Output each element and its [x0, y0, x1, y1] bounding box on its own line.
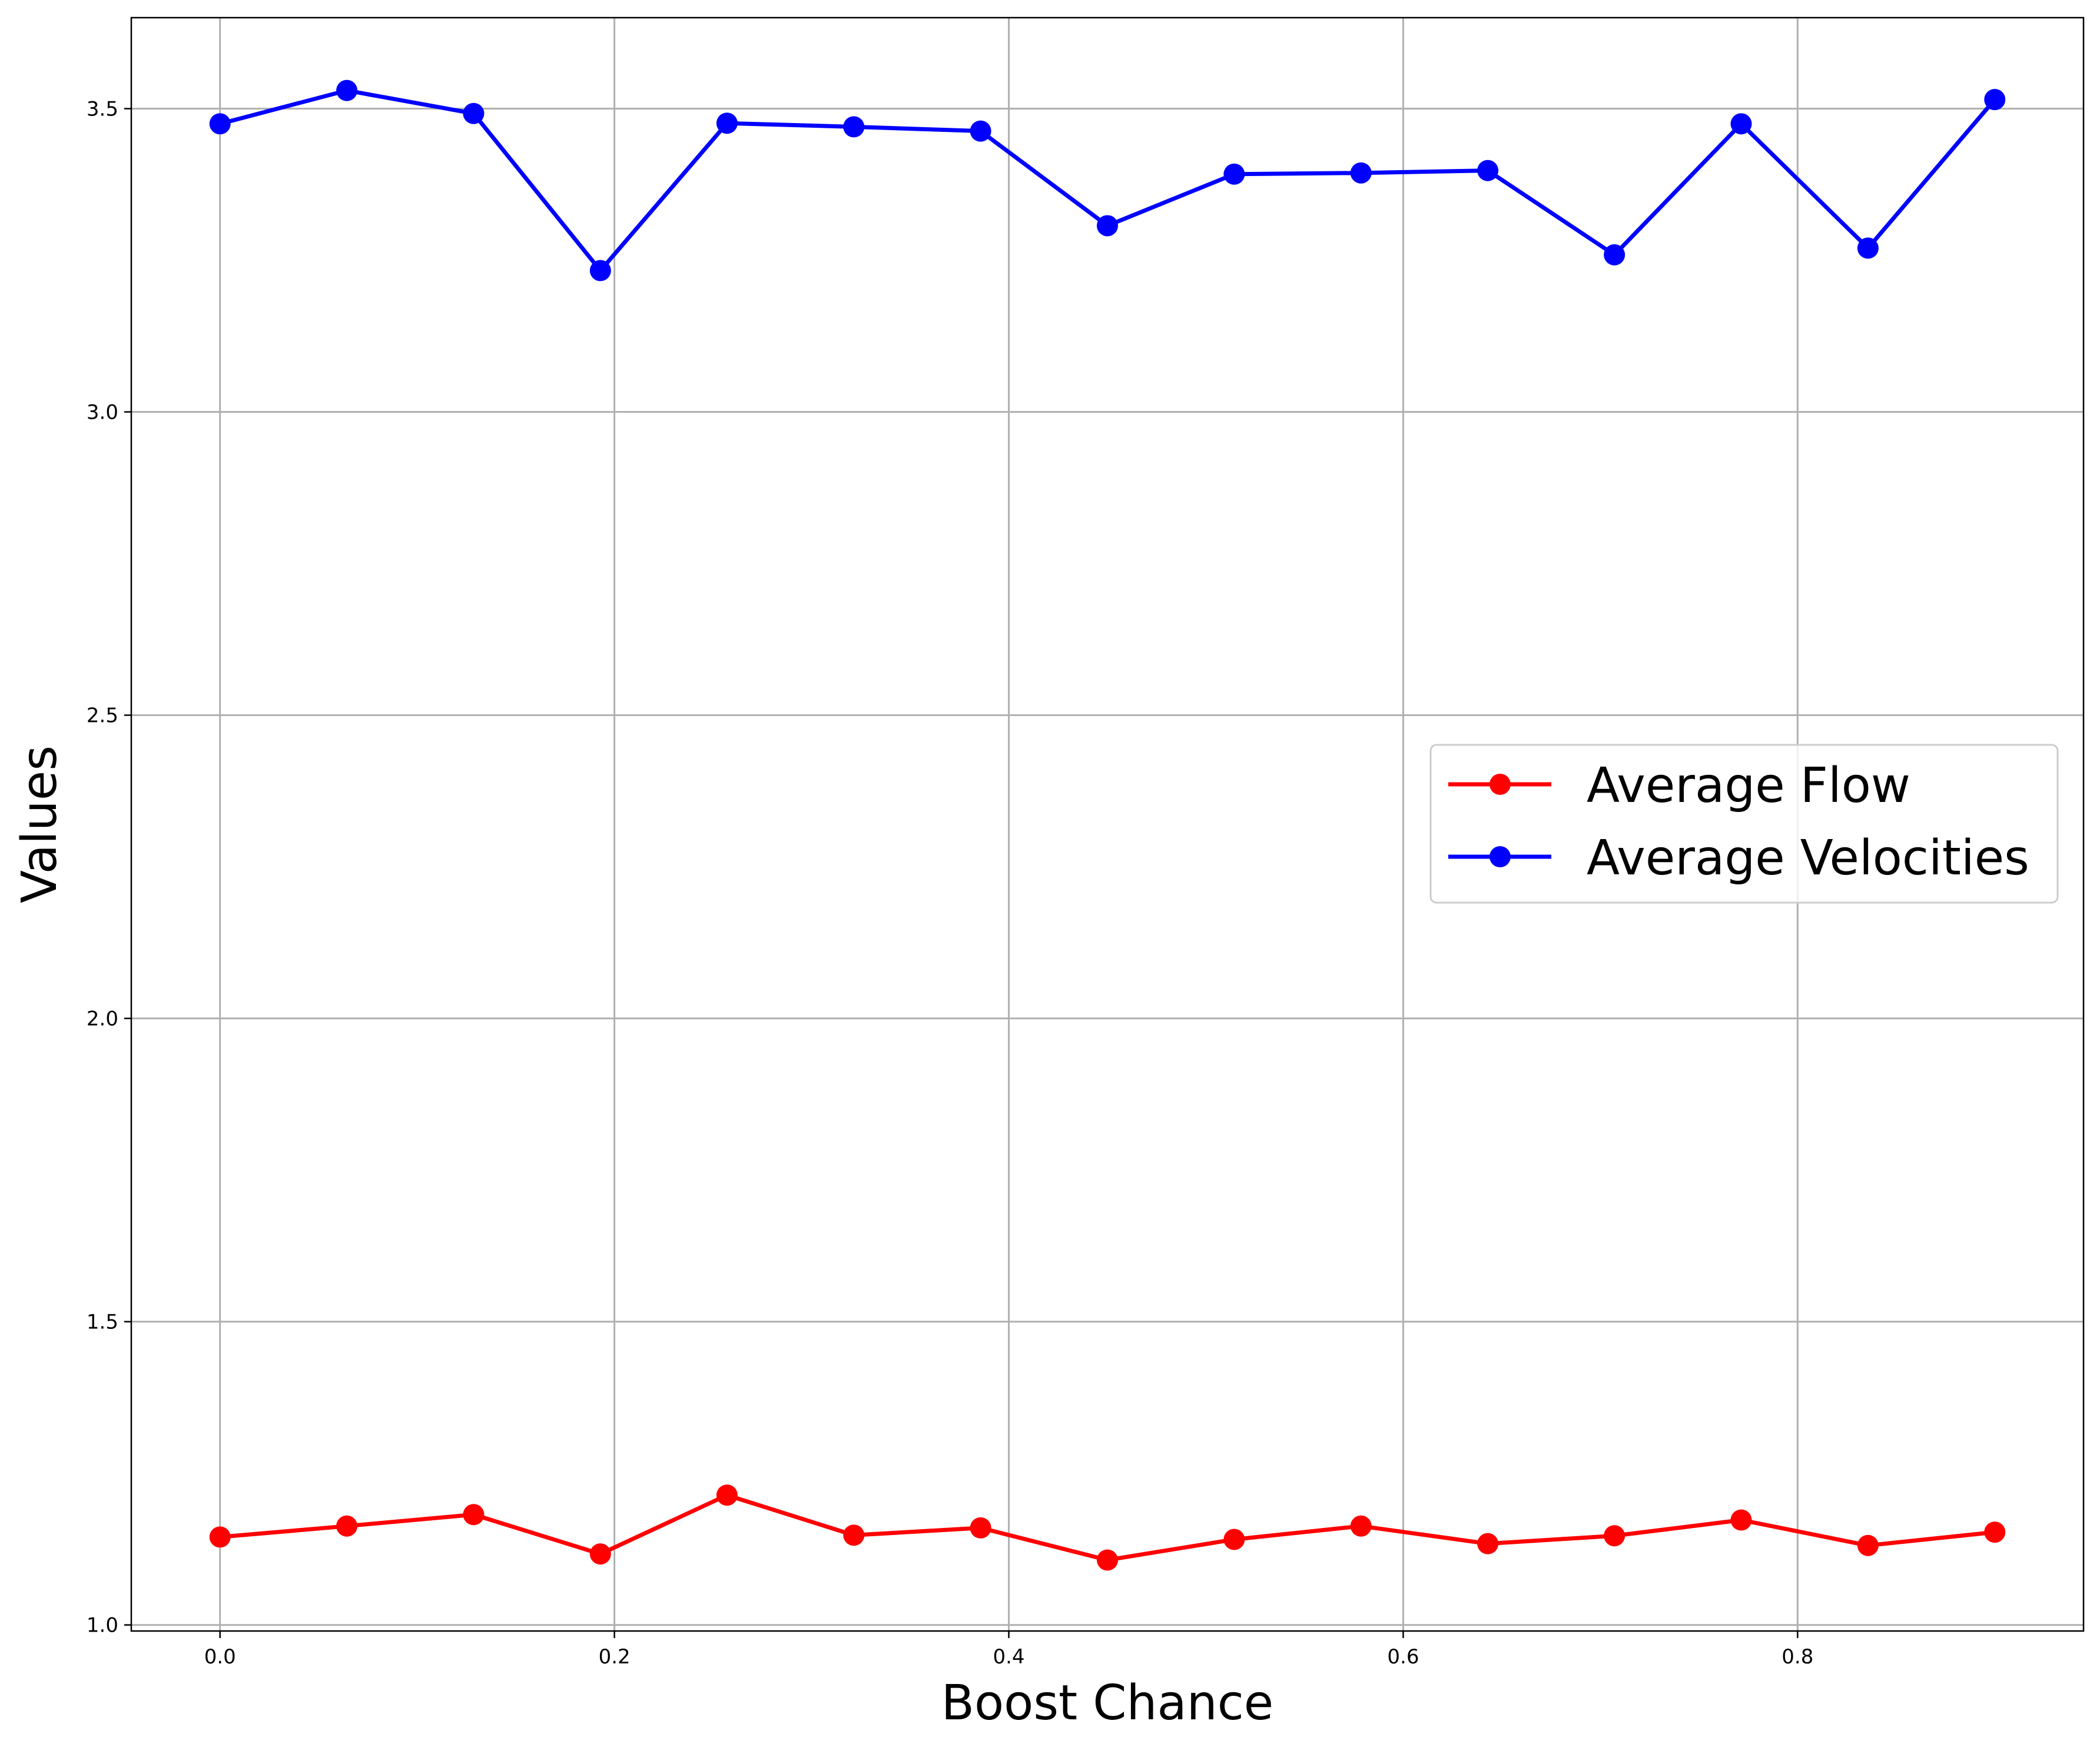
- x-tick-label: 0.4: [993, 1645, 1024, 1669]
- y-tick-label: 3.5: [87, 98, 118, 121]
- data-point-average-velocities: [1604, 244, 1625, 266]
- x-tick-label: 0.8: [1781, 1645, 1813, 1669]
- legend: Average Flow Average Velocities: [1429, 744, 2059, 904]
- x-tick-label: 0.2: [599, 1645, 631, 1669]
- x-axis-ticks: 0.0 0.2 0.4 0.6 0.8: [204, 1631, 1813, 1669]
- data-point-average-flow: [1730, 1509, 1752, 1531]
- vertical-gridlines: [219, 18, 1799, 1631]
- data-point-average-flow: [1477, 1533, 1499, 1554]
- data-point-average-velocities: [1984, 89, 2006, 111]
- data-point-average-flow: [1223, 1529, 1245, 1550]
- y-axis-title: Values: [12, 745, 68, 903]
- data-point-average-flow: [589, 1543, 611, 1565]
- data-point-average-velocities: [589, 260, 611, 281]
- data-point-average-velocities: [1097, 215, 1118, 237]
- data-point-average-flow: [1857, 1534, 1879, 1556]
- x-tick-label: 0.6: [1387, 1645, 1419, 1669]
- data-point-average-flow: [336, 1515, 358, 1537]
- data-point-average-flow: [1984, 1521, 2006, 1543]
- data-point-average-velocities: [716, 112, 738, 134]
- legend-label-average-velocities: Average Velocities: [1587, 830, 2029, 886]
- data-point-average-flow: [463, 1504, 485, 1526]
- x-axis-title: Boost Chance: [941, 1675, 1274, 1731]
- y-axis-ticks: 1.0 1.5 2.0 2.5 3.0 3.5: [87, 98, 131, 1637]
- series-layer: [209, 79, 2006, 1571]
- data-point-average-velocities: [336, 79, 358, 101]
- data-point-average-flow: [1604, 1525, 1625, 1547]
- data-point-average-flow: [716, 1484, 738, 1506]
- data-point-average-velocities: [209, 113, 231, 135]
- data-point-average-velocities: [1730, 113, 1752, 135]
- y-tick-label: 3.0: [87, 401, 118, 425]
- plot-frame: [130, 16, 2085, 1632]
- y-tick-label: 1.5: [87, 1311, 118, 1334]
- data-point-average-velocities: [1223, 163, 1245, 185]
- x-tick-label: 0.0: [204, 1645, 236, 1669]
- data-point-average-velocities: [970, 120, 991, 142]
- data-point-average-flow: [843, 1524, 865, 1546]
- data-point-average-flow: [970, 1517, 991, 1539]
- legend-marker-average-velocities: [1489, 846, 1511, 867]
- legend-label-average-flow: Average Flow: [1587, 758, 1910, 814]
- legend-marker-average-flow: [1489, 774, 1511, 795]
- data-point-average-velocities: [463, 102, 485, 124]
- data-point-average-velocities: [1350, 162, 1372, 184]
- y-tick-label: 2.5: [87, 704, 118, 728]
- series-average-velocities: [209, 79, 2006, 281]
- data-point-average-velocities: [843, 116, 865, 138]
- series-average-flow: [209, 1484, 2006, 1571]
- data-point-average-velocities: [1477, 160, 1499, 181]
- data-point-average-flow: [1097, 1549, 1118, 1571]
- y-tick-label: 2.0: [87, 1007, 118, 1031]
- y-tick-label: 1.0: [87, 1614, 118, 1637]
- data-point-average-velocities: [1857, 237, 1879, 259]
- data-point-average-flow: [1350, 1515, 1372, 1537]
- legend-box: [1429, 744, 2059, 904]
- data-point-average-flow: [209, 1526, 231, 1548]
